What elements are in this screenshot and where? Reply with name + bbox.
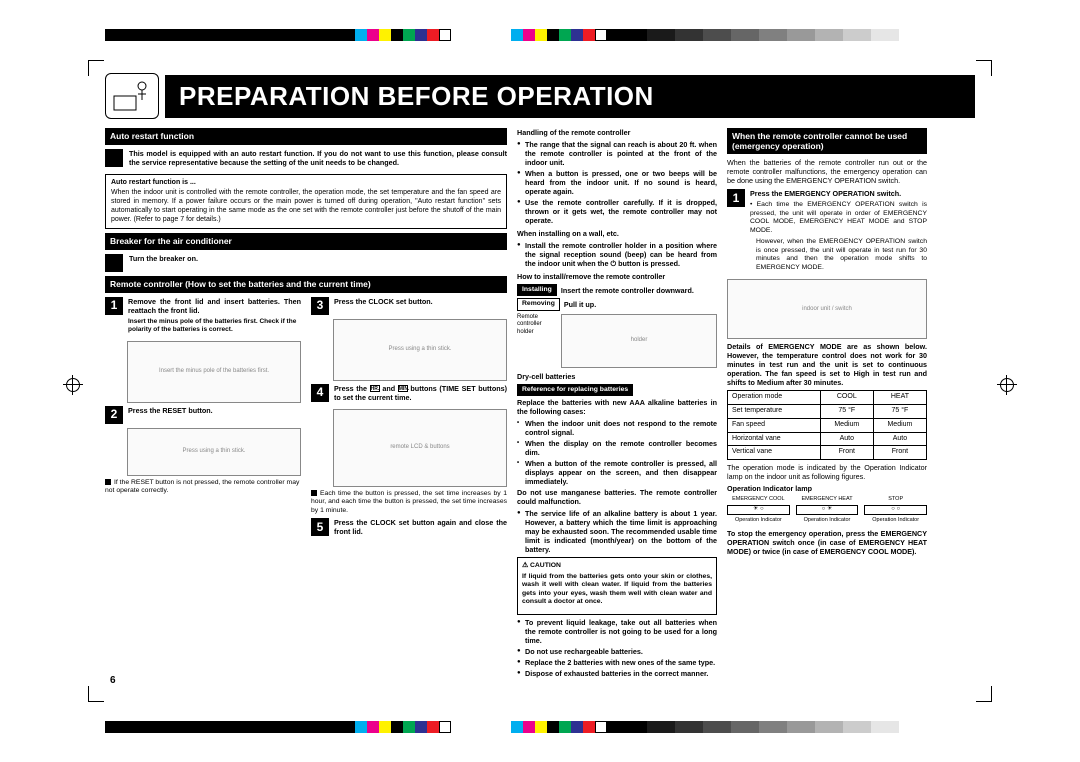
wall-heading: When installing on a wall, etc.: [517, 229, 717, 238]
indicator-lamps: EMERGENCY COOL ☀ ○ Operation Indicator E…: [727, 496, 927, 524]
section-head-breaker: Breaker for the air conditioner: [105, 233, 507, 250]
figure-batteries: Insert the minus pole of the batteries f…: [127, 341, 301, 403]
step-number: 5: [311, 518, 329, 536]
step-number: 1: [105, 297, 123, 315]
title-band: PREPARATION BEFORE OPERATION: [105, 72, 975, 120]
emergency-stop: To stop the emergency operation, press t…: [727, 529, 927, 556]
figure-indoor-unit: indoor unit / switch: [727, 279, 927, 339]
column-emergency: When the remote controller cannot be use…: [727, 128, 927, 680]
step-4: 4 Press the HR. and MIN. buttons (TIME S…: [311, 384, 507, 405]
page-title: PREPARATION BEFORE OPERATION: [165, 75, 975, 118]
reference-label: Reference for replacing batteries: [517, 384, 633, 396]
column-handling: Handling of the remote controller The ra…: [517, 128, 717, 680]
step-number: 2: [105, 406, 123, 424]
crop-mark: [88, 60, 104, 76]
remove-row: Removing Pull it up.: [517, 298, 717, 310]
column-left: Auto restart function This model is equi…: [105, 128, 507, 680]
registration-mark: [1000, 378, 1014, 392]
step-5: 5 Press the CLOCK set button again and c…: [311, 518, 507, 539]
step-2: 2 Press the RESET button.: [105, 406, 301, 424]
figure-holder: holder: [561, 314, 717, 368]
section-head-emergency: When the remote controller cannot be use…: [727, 128, 927, 154]
step-number: 1: [727, 189, 745, 207]
install-row: Installing Insert the remote controller …: [517, 284, 717, 296]
crop-mark: [88, 686, 104, 702]
caution-box: ⚠ CAUTION If liquid from the batteries g…: [517, 557, 717, 614]
emergency-step-1: 1 Press the EMERGENCY OPERATION switch. …: [727, 189, 927, 275]
step-1: 1 Remove the front lid and insert batter…: [105, 297, 301, 337]
step-3: 3 Press the CLOCK set button.: [311, 297, 507, 315]
step-number: 4: [311, 384, 329, 402]
breaker-text: Turn the breaker on.: [129, 254, 198, 269]
figure-reset: Press using a thin stick.: [127, 428, 301, 476]
step-number: 3: [311, 297, 329, 315]
crop-mark: [976, 60, 992, 76]
lamp-heading: Operation Indicator lamp: [727, 484, 927, 493]
color-bar-top: [105, 29, 927, 41]
auto-restart-box: Auto restart function is ... When the in…: [105, 174, 507, 230]
crop-mark: [976, 686, 992, 702]
page-number: 6: [110, 675, 116, 686]
handling-list: The range that the signal can reach is a…: [517, 140, 717, 225]
batteries-heading: Dry-cell batteries: [517, 372, 717, 381]
emergency-mode-table: Operation modeCOOLHEAT Set temperature75…: [727, 390, 927, 460]
auto-restart-body: This model is equipped with an auto rest…: [129, 149, 507, 167]
title-icon: [105, 73, 159, 119]
section-head-auto-restart: Auto restart function: [105, 128, 507, 145]
registration-mark: [66, 378, 80, 392]
figure-clock: Press using a thin stick.: [333, 319, 507, 381]
section-head-remote: Remote controller (How to set the batter…: [105, 276, 507, 293]
color-bar-bottom: [105, 721, 927, 733]
figure-timeset: remote LCD & buttons: [333, 409, 507, 487]
handling-heading: Handling of the remote controller: [517, 128, 717, 137]
document-page: PREPARATION BEFORE OPERATION Auto restar…: [105, 72, 975, 690]
